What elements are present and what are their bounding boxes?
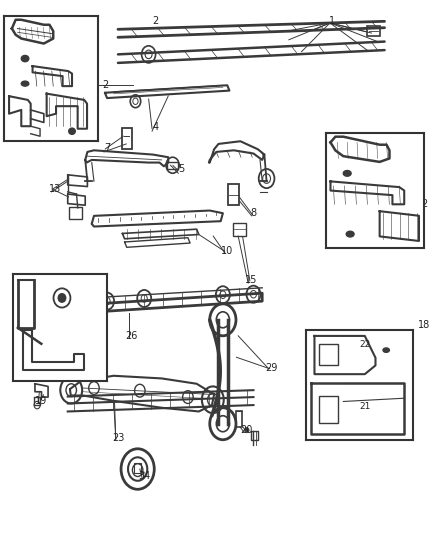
Ellipse shape [21,81,29,86]
Bar [367,26,380,36]
Text: 8: 8 [250,208,257,218]
Ellipse shape [69,128,75,134]
Text: 23: 23 [112,433,124,443]
Text: 5: 5 [178,165,184,174]
Text: 4: 4 [152,123,158,132]
Bar [122,128,132,149]
Text: 21: 21 [348,410,360,419]
Ellipse shape [21,55,29,62]
Text: 7: 7 [104,143,110,153]
Text: 22: 22 [359,340,371,349]
Text: 1: 1 [329,17,335,26]
Bar [229,184,239,205]
Text: 2: 2 [103,80,109,90]
Text: 2: 2 [152,17,158,26]
Text: 20: 20 [241,425,253,435]
Bar [167,162,178,168]
Bar [319,344,338,366]
Text: 29: 29 [265,363,277,373]
Ellipse shape [383,348,389,352]
Bar [135,463,141,473]
Text: 22: 22 [346,359,358,368]
Text: 2: 2 [421,199,427,208]
Bar [319,396,338,423]
Circle shape [245,427,249,433]
Bar [233,223,246,236]
Ellipse shape [343,171,351,176]
Text: 18: 18 [418,320,430,330]
Text: 21: 21 [359,402,371,411]
Text: 10: 10 [221,246,233,255]
Bar [236,411,242,427]
Text: 34: 34 [138,471,150,481]
Text: 17: 17 [38,299,50,309]
Ellipse shape [346,231,354,237]
Text: 19: 19 [35,396,48,406]
Text: 13: 13 [49,184,61,194]
Text: 15: 15 [245,276,257,285]
Bar [69,207,82,219]
Circle shape [58,294,66,302]
Text: 26: 26 [125,331,137,341]
